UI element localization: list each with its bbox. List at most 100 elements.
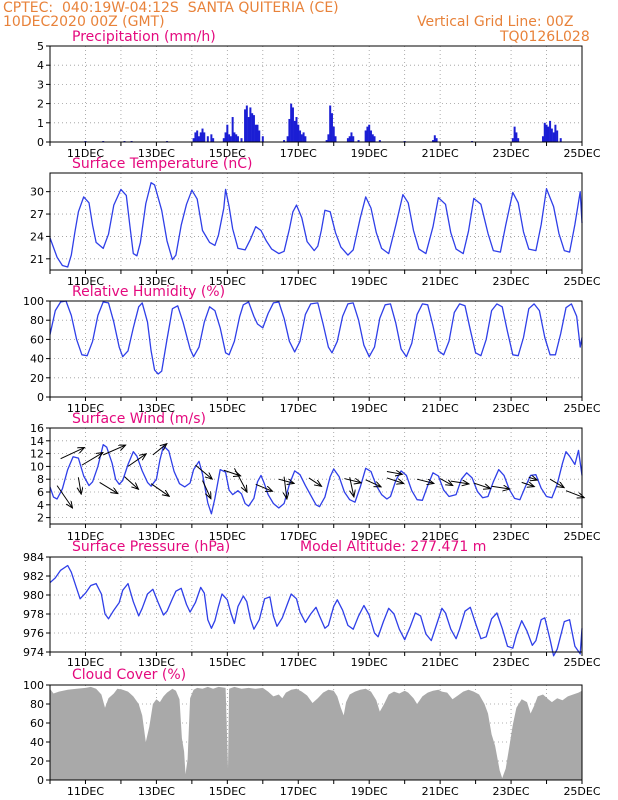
precip-bar bbox=[350, 132, 353, 142]
precip-bar bbox=[245, 105, 248, 142]
precip-bar bbox=[203, 132, 206, 142]
y-tick-label: 0 bbox=[37, 391, 44, 404]
x-tick-label: 19DEC bbox=[351, 785, 388, 798]
panel-frame bbox=[49, 300, 583, 398]
x-tick-label: 13DEC bbox=[138, 275, 175, 288]
precip-bar bbox=[290, 103, 293, 142]
x-tick-label: 17DEC bbox=[280, 785, 317, 798]
wind-vector-arrow bbox=[99, 481, 118, 493]
precip-bar bbox=[236, 136, 239, 142]
x-tick-label: 23DEC bbox=[493, 147, 530, 160]
y-tick-label: 2 bbox=[37, 512, 44, 525]
wind-vector-arrow bbox=[278, 479, 294, 483]
panel-frame bbox=[49, 556, 583, 653]
panel-title-wind: Surface Wind (m/s) bbox=[72, 411, 206, 427]
wind-vector-arrow bbox=[450, 481, 469, 484]
x-tick-label: 25DEC bbox=[563, 656, 600, 669]
precip-bar bbox=[352, 136, 355, 142]
precip-bar bbox=[247, 117, 250, 142]
y-tick-label: 984 bbox=[23, 551, 44, 564]
y-tick-label: 0 bbox=[37, 774, 44, 787]
wind-vector-arrow bbox=[386, 472, 402, 475]
wind-vector-arrow bbox=[81, 453, 103, 466]
y-tick-label: 3 bbox=[37, 78, 44, 91]
header-grid-note: Vertical Grid Line: 00Z bbox=[417, 14, 574, 30]
precip-bar bbox=[332, 126, 335, 142]
wind-vector-arrow bbox=[202, 480, 211, 498]
x-tick-label: 23DEC bbox=[493, 275, 530, 288]
x-tick-label: 21DEC bbox=[422, 530, 459, 543]
precip-bar bbox=[297, 124, 300, 142]
header-date: 10DEC2020 00Z (GMT) bbox=[3, 14, 165, 30]
precip-bar bbox=[369, 130, 372, 142]
y-tick-label: 982 bbox=[23, 570, 44, 583]
y-tick-label: 1 bbox=[37, 117, 44, 130]
precip-bar bbox=[194, 132, 197, 142]
wind-vector-arrow bbox=[60, 448, 85, 460]
precip-bar bbox=[547, 126, 550, 142]
x-tick-label: 11DEC bbox=[67, 275, 104, 288]
x-tick-label: 13DEC bbox=[138, 147, 175, 160]
y-tick-label: 20 bbox=[30, 372, 44, 385]
x-tick-label: 19DEC bbox=[351, 147, 388, 160]
temp-line bbox=[49, 182, 583, 268]
wind-vector-arrow bbox=[308, 477, 322, 486]
cloud-cover-area bbox=[50, 686, 582, 780]
x-tick-label: 19DEC bbox=[351, 530, 388, 543]
panel-title-cloud: Cloud Cover (%) bbox=[72, 667, 186, 683]
precip-bar bbox=[210, 134, 213, 142]
x-tick-label: 19DEC bbox=[351, 402, 388, 415]
x-tick-label: 11DEC bbox=[67, 402, 104, 415]
wind-vector-arrow bbox=[150, 483, 169, 497]
precip-bar bbox=[432, 140, 435, 142]
y-tick-label: 16 bbox=[30, 422, 44, 435]
precip-bar bbox=[515, 132, 518, 142]
precip-bar bbox=[302, 132, 305, 142]
model-altitude-label: Model Altitude: 277.471 m bbox=[300, 539, 486, 555]
precip-bar bbox=[256, 124, 259, 142]
wind-vector-arrow bbox=[416, 478, 434, 483]
y-tick-label: 80 bbox=[30, 698, 44, 711]
panel-title-rh: Relative Humidity (%) bbox=[72, 284, 225, 300]
y-tick-label: 974 bbox=[23, 646, 44, 659]
wind-vector-arrow bbox=[365, 479, 381, 487]
x-tick-label: 13DEC bbox=[138, 530, 175, 543]
x-tick-label: 15DEC bbox=[209, 785, 246, 798]
precip-bar bbox=[244, 109, 247, 142]
wind-vector-arrow bbox=[102, 445, 125, 456]
panel-frame bbox=[49, 45, 583, 143]
precip-bar bbox=[251, 113, 254, 142]
x-tick-label: 11DEC bbox=[67, 656, 104, 669]
x-tick-label: 25DEC bbox=[563, 147, 600, 160]
precip-bar bbox=[371, 134, 374, 142]
precip-bar bbox=[368, 124, 371, 142]
precip-bar bbox=[325, 140, 328, 142]
precip-bar bbox=[543, 122, 546, 142]
x-tick-label: 23DEC bbox=[493, 402, 530, 415]
precip-bar bbox=[435, 138, 438, 142]
precip-bar bbox=[329, 105, 332, 142]
header-model-code: TQ0126L028 bbox=[500, 29, 590, 45]
wind-vector-arrow bbox=[284, 476, 287, 499]
panel-cloud: 0 20 40 60 80 100 11DEC 13DEC 15DEC 17DEC 19DEC 21D… bbox=[23, 679, 601, 798]
precip-bar bbox=[299, 130, 302, 142]
y-tick-label: 978 bbox=[23, 608, 44, 621]
x-tick-label: 11DEC bbox=[67, 785, 104, 798]
y-tick-label: 8 bbox=[37, 473, 44, 486]
precip-bar bbox=[556, 130, 559, 142]
y-tick-label: 40 bbox=[30, 353, 44, 366]
precip-bar bbox=[222, 138, 225, 142]
y-tick-label: 40 bbox=[30, 736, 44, 749]
x-tick-label: 15DEC bbox=[209, 530, 246, 543]
x-tick-label: 17DEC bbox=[280, 530, 317, 543]
y-tick-label: 100 bbox=[23, 679, 44, 692]
panel-frame bbox=[49, 427, 583, 525]
wind-vector-arrow bbox=[439, 478, 453, 486]
wind-vector-arrow bbox=[56, 485, 72, 508]
panel-title-precip: Precipitation (mm/h) bbox=[72, 29, 216, 45]
x-tick-label: 21DEC bbox=[422, 402, 459, 415]
x-tick-label: 21DEC bbox=[422, 656, 459, 669]
precip-bar bbox=[196, 130, 199, 142]
